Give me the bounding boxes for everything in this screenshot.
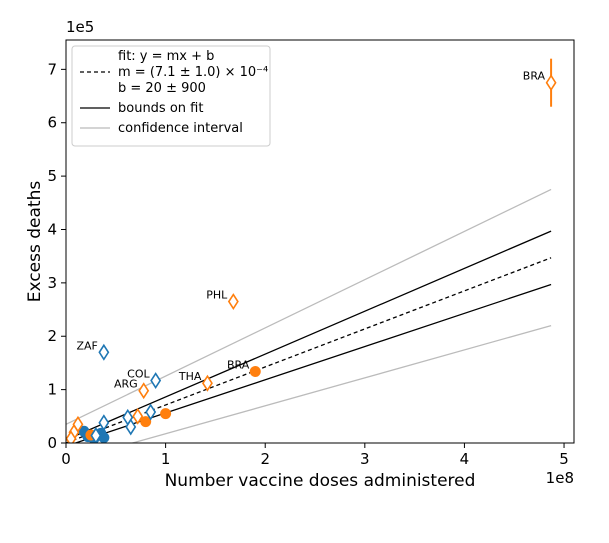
annotation-label: ARG bbox=[114, 378, 138, 391]
ci-upper-line bbox=[66, 188, 552, 425]
x-axis-ticks: 0 1 2 3 4 5 bbox=[61, 443, 569, 468]
x-tick-label: 1 bbox=[161, 450, 171, 468]
data-point-blue-diamond bbox=[145, 403, 157, 421]
annotation-label: BRA bbox=[227, 358, 250, 371]
data-point-blue-diamond bbox=[98, 414, 110, 432]
y-tick-label: 6 bbox=[47, 114, 57, 132]
data-point-orange-filled bbox=[249, 365, 261, 377]
data-point-orange-diamond bbox=[545, 74, 557, 92]
data-point-orange-filled bbox=[140, 416, 152, 428]
legend: fit: y = mx + bm = (7.1 ± 1.0) × 10⁻⁴b =… bbox=[71, 45, 271, 147]
plot-frame bbox=[65, 39, 575, 444]
y-axis-multiplier: 1e5 bbox=[66, 18, 94, 36]
ci-lower-line bbox=[130, 324, 552, 443]
upper-bound-line bbox=[66, 230, 552, 441]
data-point-orange-diamond bbox=[132, 407, 144, 425]
data-point-orange-diamond bbox=[201, 374, 213, 392]
annotation-label: THA bbox=[178, 370, 202, 383]
legend-box bbox=[71, 45, 271, 147]
legend-label: b = 20 ± 900 bbox=[118, 81, 206, 96]
data-point-blue-diamond bbox=[150, 372, 162, 390]
annotation-label: PHL bbox=[206, 289, 228, 302]
data-point-blue-diamond bbox=[98, 343, 110, 361]
y-tick-label: 5 bbox=[47, 167, 57, 185]
data-point-orange-diamond bbox=[66, 430, 77, 443]
legend-label: m = (7.1 ± 1.0) × 10⁻⁴ bbox=[118, 65, 268, 80]
x-tick-label: 5 bbox=[559, 450, 569, 468]
data-point-blue-filled bbox=[98, 432, 110, 443]
y-tick-label: 4 bbox=[47, 220, 57, 238]
y-axis-ticks: 0 1 2 3 4 5 6 7 bbox=[47, 60, 66, 452]
y-tick-label: 2 bbox=[47, 327, 57, 345]
x-tick-label: 2 bbox=[260, 450, 270, 468]
y-tick-label: 3 bbox=[47, 274, 57, 292]
y-tick-label: 7 bbox=[47, 60, 57, 78]
data-point-orange-diamond bbox=[227, 293, 239, 311]
legend-label: confidence interval bbox=[118, 121, 243, 136]
annotation-label: ZAF bbox=[76, 339, 97, 352]
x-tick-label: 4 bbox=[460, 450, 470, 468]
x-axis-label: Number vaccine doses administered bbox=[165, 471, 476, 491]
data-point-orange-filled bbox=[160, 408, 172, 420]
annotation-label: COL bbox=[127, 368, 150, 381]
data-point-orange-diamond bbox=[138, 382, 150, 400]
y-axis-label: Excess deaths bbox=[25, 181, 45, 303]
legend-label: fit: y = mx + b bbox=[118, 49, 214, 64]
legend-label: bounds on fit bbox=[118, 101, 203, 116]
data-point-blue-diamond bbox=[125, 418, 137, 436]
y-tick-label: 0 bbox=[47, 434, 57, 452]
x-tick-label: 0 bbox=[61, 450, 71, 468]
x-axis-multiplier: 1e8 bbox=[546, 469, 574, 487]
confidence-interval-lines bbox=[66, 188, 552, 443]
x-tick-label: 3 bbox=[360, 450, 370, 468]
y-tick-label: 1 bbox=[47, 381, 57, 399]
annotation-label: BRA bbox=[523, 70, 546, 83]
